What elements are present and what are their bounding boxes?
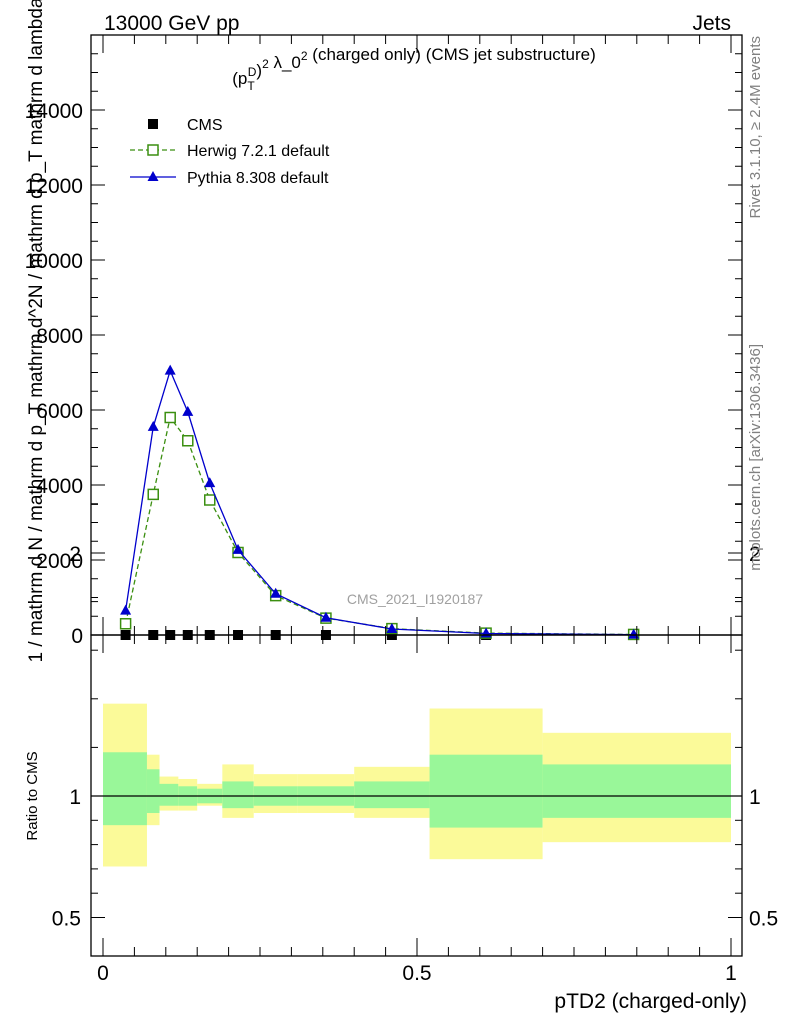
ratio-y-tick-label: 1 — [69, 786, 81, 809]
data-point — [147, 488, 159, 501]
y-tick-label: 14000 — [25, 100, 83, 123]
legend: CMS Herwig 7.2.1 default Pythia 8.308 defa… — [130, 117, 330, 187]
main-ticks: 0 2000 4000 6000 8000 10000 12000 14000 — [25, 34, 742, 648]
legend-entry: Herwig 7.2.1 default — [130, 143, 330, 160]
watermark: CMS_2021_I1920187 — [347, 591, 483, 607]
inner-band-bin — [542, 764, 731, 818]
legend-label: Herwig 7.2.1 default — [187, 143, 330, 160]
legend-marker — [147, 144, 159, 156]
ratio-ticks: 0.5 0.5 1 1 2 2 — [52, 503, 778, 931]
mcplots-label: mcplots.cern.ch [arXiv:1306.3436] — [747, 344, 764, 571]
y-tick-label: 2000 — [36, 550, 83, 573]
inner-band-bin — [146, 769, 160, 814]
inner-band-bin — [429, 754, 543, 828]
chart-title: (pTD)2 λ_02 (charged only) (CMS jet subs… — [232, 45, 595, 93]
y-tick-label: 0 — [71, 625, 83, 648]
x-axis-label: pTD2 (charged-only) — [554, 990, 747, 1013]
legend-marker — [148, 119, 158, 129]
ratio-panel: 0.5 0.5 1 1 2 2 Ratio to CMS — [24, 503, 778, 957]
data-point — [182, 405, 194, 416]
legend-marker — [147, 171, 159, 181]
ratio-bands — [103, 703, 731, 867]
legend-entry: Pythia 8.308 default — [130, 170, 329, 187]
x-tick-label: 0.5 — [402, 962, 431, 985]
data-point — [232, 543, 244, 554]
data-point — [386, 623, 398, 633]
inner-band-bin — [354, 781, 430, 809]
inner-band-bin — [222, 781, 254, 809]
data-point — [119, 618, 132, 630]
ratio-y-tick-label-right: 0.5 — [749, 908, 778, 931]
header-right: Jets — [692, 12, 731, 35]
legend-label: CMS — [187, 117, 223, 134]
y-axis-label: 1 / mathrm d N / mathrm d p_T mathrm d^2… — [26, 0, 47, 662]
legend-label: Pythia 8.308 default — [187, 170, 329, 187]
ratio-y-tick-label-right: 2 — [749, 543, 761, 566]
data-point — [182, 435, 194, 447]
data-point — [120, 604, 132, 615]
y-tick-label: 10000 — [25, 250, 83, 273]
inner-band-bin — [103, 752, 147, 826]
main-marks — [119, 364, 640, 641]
y-tick-label: 12000 — [25, 175, 83, 198]
legend-entry: CMS — [148, 117, 223, 134]
header-left: 13000 GeV pp — [104, 12, 239, 35]
ratio-y-tick-label: 0.5 — [52, 908, 81, 931]
x-axis: 0 0.5 1 — [97, 35, 737, 985]
data-point — [204, 477, 216, 488]
data-point — [204, 494, 216, 506]
rivet-label: Rivet 3.1.10, ≥ 2.4M events — [747, 36, 764, 219]
y-tick-label: 6000 — [36, 400, 83, 423]
y-tick-label: 4000 — [36, 475, 83, 498]
data-point — [320, 611, 332, 622]
inner-band-bin — [159, 783, 179, 806]
data-point — [147, 420, 159, 431]
data-point — [164, 411, 176, 424]
x-tick-label: 1 — [725, 962, 737, 985]
data-point — [270, 587, 282, 598]
main-panel: 0 2000 4000 6000 8000 10000 12000 14000 (pTD)2 … — [25, 0, 743, 662]
data-point — [164, 364, 176, 375]
ratio-y-tick-label-right: 1 — [749, 786, 761, 809]
ratio-y-label: Ratio to CMS — [24, 751, 41, 840]
x-tick-label: 0 — [97, 962, 109, 985]
ratio-y-tick-label: 2 — [69, 543, 81, 566]
y-tick-label: 8000 — [36, 325, 83, 348]
